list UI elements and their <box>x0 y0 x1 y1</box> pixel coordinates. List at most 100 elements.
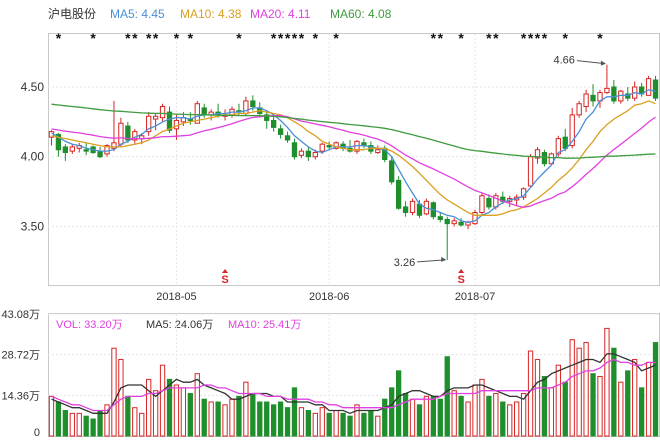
candle-up <box>69 146 75 152</box>
grid-lines <box>48 34 659 436</box>
volume-bar <box>159 364 166 437</box>
candle-down <box>437 216 443 220</box>
volume-bar <box>201 398 207 437</box>
volume-bar <box>291 387 298 437</box>
candle-up <box>527 156 534 187</box>
event-star-marker: * <box>535 30 541 46</box>
volume-bar <box>382 398 388 437</box>
s-marker-arrow <box>458 269 465 273</box>
candle-down <box>389 160 395 183</box>
high-low-annotations <box>417 60 606 263</box>
candle-up <box>146 115 152 133</box>
candle-up <box>604 87 610 94</box>
volume-bar <box>111 347 117 437</box>
volume-bar <box>62 410 69 437</box>
volume-bar <box>368 410 374 437</box>
low-price-label: 3.26 <box>394 257 415 269</box>
candle-up <box>118 122 124 145</box>
volume-bar <box>97 410 103 437</box>
volume-bar <box>430 395 436 437</box>
candle-down <box>541 152 548 165</box>
volume-bar <box>236 395 242 437</box>
candle-down <box>611 86 617 102</box>
volume-bar <box>597 376 603 437</box>
stock-name: 沪电股份 <box>48 7 96 21</box>
volume-bar <box>132 407 138 437</box>
candle-up <box>569 114 575 147</box>
volume-bar <box>590 373 596 437</box>
candle-down <box>284 135 291 141</box>
volume-bar <box>520 393 527 437</box>
volume-bar <box>541 376 548 437</box>
volume-bar <box>625 370 631 437</box>
candle-up <box>104 145 110 155</box>
price-legend: 沪电股份 MA5: 4.45 MA10: 4.38 MA20: 4.11 MA6… <box>48 7 392 21</box>
legend-ma5: MA5: 4.45 <box>110 7 165 21</box>
ma20-line <box>51 114 656 208</box>
event-star-marker: * <box>597 30 603 46</box>
event-star-marker: * <box>438 30 444 46</box>
volume-bar <box>173 384 180 437</box>
candlesticks <box>48 64 659 260</box>
candle-down <box>326 145 332 148</box>
volume-bar <box>583 342 589 437</box>
candle-up <box>645 78 652 96</box>
candle-down <box>416 203 423 216</box>
event-star-marker: * <box>132 30 138 46</box>
volume-bar <box>146 378 152 437</box>
x-tick-label: 2018-05 <box>156 291 196 303</box>
volume-y-tick: 14.36万 <box>1 390 40 402</box>
volume-bar <box>576 347 582 437</box>
volume-bar <box>500 401 506 437</box>
volume-bar <box>451 390 457 437</box>
volume-bar <box>83 415 89 437</box>
legend-vol: VOL: 33.20万 <box>56 319 123 331</box>
volume-bar <box>215 401 221 437</box>
candle-down <box>402 206 409 213</box>
ma5-line <box>51 89 656 223</box>
event-star-marker: * <box>271 30 277 46</box>
volume-bar <box>257 401 263 437</box>
s-marker: S <box>457 274 464 286</box>
volume-bar <box>76 412 82 437</box>
candle-down <box>250 100 256 108</box>
candle-down <box>62 146 69 154</box>
event-star-marker: * <box>146 30 152 46</box>
volume-bar <box>638 387 645 437</box>
candle-down <box>97 150 103 158</box>
candle-down <box>305 150 312 158</box>
volume-bar <box>569 339 575 437</box>
volume-bar <box>632 359 638 437</box>
legend-vol-ma10: MA10: 25.41万 <box>228 319 301 331</box>
event-star-marker: * <box>563 30 569 46</box>
event-star-marker: * <box>493 30 499 46</box>
candle-down <box>652 79 659 99</box>
candle-up <box>451 220 457 225</box>
volume-legend: VOL: 33.20万 MA5: 24.06万 MA10: 25.41万 <box>56 319 301 331</box>
candle-up <box>472 211 478 225</box>
volume-bar <box>395 370 402 437</box>
candle-up <box>319 143 325 152</box>
candle-up <box>479 195 485 213</box>
candle-down <box>271 119 277 128</box>
volume-bar <box>48 395 55 437</box>
event-star-marker: * <box>521 30 527 46</box>
volume-bar <box>284 407 291 437</box>
volume-bar <box>104 404 110 437</box>
candle-up <box>152 115 159 120</box>
volume-bar <box>604 327 610 437</box>
event-star-marker: * <box>528 30 534 46</box>
volume-bar <box>507 404 513 437</box>
candle-up <box>375 149 381 154</box>
x-tick-label: 2018-07 <box>455 291 495 303</box>
candle-down <box>291 142 298 158</box>
candle-down <box>264 114 270 121</box>
volume-bar <box>479 378 485 437</box>
volume-bar <box>361 412 367 437</box>
candle-down <box>562 136 568 149</box>
volume-bar <box>465 401 471 437</box>
volume-ma10-line <box>51 358 656 412</box>
volume-bar <box>250 393 256 437</box>
